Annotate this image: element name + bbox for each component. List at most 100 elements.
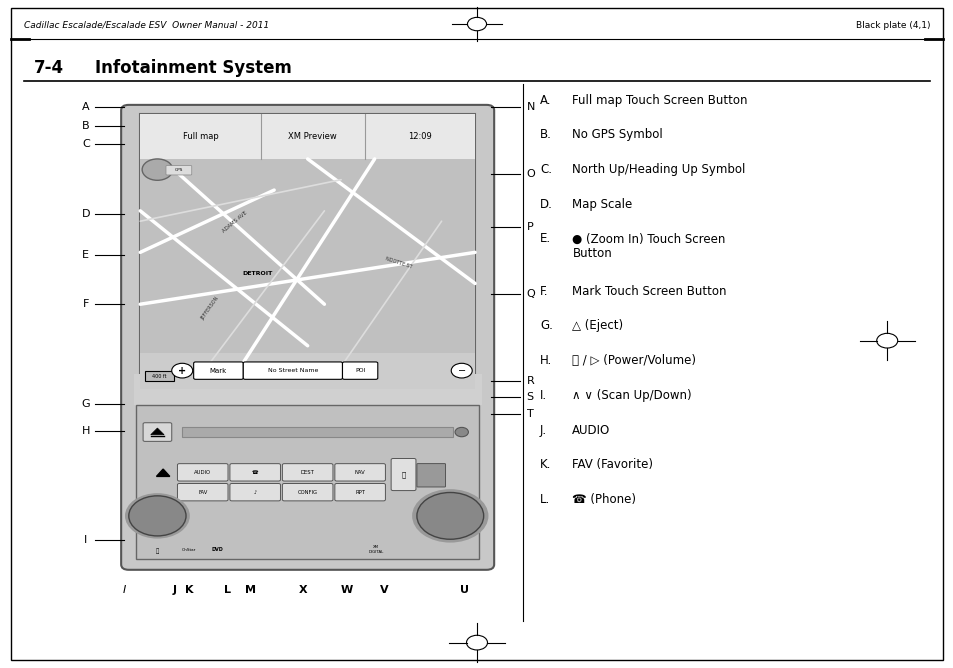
Polygon shape <box>151 428 164 435</box>
Bar <box>140 353 475 389</box>
Text: M: M <box>245 585 256 595</box>
Text: G.: G. <box>539 319 552 332</box>
Text: ● (Zoom In) Touch Screen
Button: ● (Zoom In) Touch Screen Button <box>572 232 725 261</box>
FancyBboxPatch shape <box>416 464 445 487</box>
Polygon shape <box>156 469 170 476</box>
FancyBboxPatch shape <box>342 362 377 379</box>
Text: R: R <box>526 376 534 385</box>
FancyBboxPatch shape <box>177 464 228 481</box>
FancyBboxPatch shape <box>177 484 228 501</box>
Text: E.: E. <box>539 232 551 245</box>
Text: North Up/Heading Up Symbol: North Up/Heading Up Symbol <box>572 163 745 176</box>
Text: Map Scale: Map Scale <box>572 198 632 210</box>
Text: △ (Eject): △ (Eject) <box>572 319 623 332</box>
Text: Mark Touch Screen Button: Mark Touch Screen Button <box>572 285 726 297</box>
FancyBboxPatch shape <box>391 458 416 490</box>
Text: J.: J. <box>539 424 546 436</box>
Text: L.: L. <box>539 493 550 506</box>
Circle shape <box>416 492 483 539</box>
Text: Cadillac Escalade/Escalade ESV  Owner Manual - 2011: Cadillac Escalade/Escalade ESV Owner Man… <box>24 21 269 30</box>
FancyBboxPatch shape <box>143 423 172 442</box>
Text: F.: F. <box>539 285 548 297</box>
Text: DVD: DVD <box>212 547 223 552</box>
Text: B: B <box>82 121 90 130</box>
Bar <box>133 373 481 405</box>
Text: FAV: FAV <box>198 490 207 495</box>
Text: T: T <box>526 409 533 419</box>
Text: ♪: ♪ <box>253 490 256 495</box>
Text: F: F <box>83 299 89 309</box>
Text: ADAMS AVE: ADAMS AVE <box>221 210 248 234</box>
Circle shape <box>412 489 488 542</box>
Text: POI: POI <box>355 368 365 373</box>
Text: X: X <box>298 585 308 595</box>
Text: CONFIG: CONFIG <box>297 490 317 495</box>
Polygon shape <box>156 499 170 506</box>
Text: D: D <box>82 209 90 218</box>
Text: J: J <box>172 585 176 595</box>
FancyBboxPatch shape <box>282 484 333 501</box>
Text: ⏻ / ▷ (Power/Volume): ⏻ / ▷ (Power/Volume) <box>572 354 696 367</box>
Text: N: N <box>526 102 535 112</box>
Circle shape <box>129 496 186 536</box>
Text: NDOTTE ST: NDOTTE ST <box>384 256 413 269</box>
FancyBboxPatch shape <box>166 166 192 175</box>
Text: Infotainment System: Infotainment System <box>95 59 292 77</box>
FancyBboxPatch shape <box>335 464 385 481</box>
Bar <box>140 159 475 367</box>
Text: GPS: GPS <box>174 168 183 172</box>
FancyBboxPatch shape <box>121 105 494 570</box>
Text: JEFFERSON: JEFFERSON <box>200 296 220 321</box>
Text: ☎: ☎ <box>252 470 258 475</box>
Circle shape <box>142 159 172 180</box>
Bar <box>140 114 475 159</box>
Text: AUDIO: AUDIO <box>572 424 610 436</box>
Text: −: − <box>457 365 465 375</box>
Text: Mark: Mark <box>210 367 227 373</box>
Bar <box>182 428 453 437</box>
Text: 7-4: 7-4 <box>34 59 65 77</box>
Text: E: E <box>82 250 90 260</box>
Text: P: P <box>526 222 533 232</box>
Text: XM
DIGITAL: XM DIGITAL <box>368 546 383 554</box>
Text: DETROIT: DETROIT <box>242 271 273 276</box>
Text: AUDIO: AUDIO <box>194 470 211 475</box>
Text: ∧ ∨ (Scan Up/Down): ∧ ∨ (Scan Up/Down) <box>572 389 691 401</box>
Text: A.: A. <box>539 94 551 106</box>
Text: V: V <box>379 585 389 595</box>
Text: G: G <box>81 399 91 409</box>
Text: I.: I. <box>539 389 546 401</box>
Text: ⏭: ⏭ <box>401 471 405 478</box>
Text: 12:09: 12:09 <box>408 132 432 141</box>
Text: XM Preview: XM Preview <box>288 132 336 141</box>
Text: Full map Touch Screen Button: Full map Touch Screen Button <box>572 94 747 106</box>
Text: C.: C. <box>539 163 552 176</box>
Text: +: + <box>178 365 186 375</box>
Text: 400 ft: 400 ft <box>152 373 167 379</box>
Text: ☎ (Phone): ☎ (Phone) <box>572 493 636 506</box>
Text: DEST: DEST <box>300 470 314 475</box>
FancyBboxPatch shape <box>335 484 385 501</box>
Text: NAV: NAV <box>355 470 365 475</box>
Text: FAV (Favorite): FAV (Favorite) <box>572 458 653 471</box>
Circle shape <box>455 428 468 437</box>
Circle shape <box>125 493 190 538</box>
Text: S: S <box>526 393 533 402</box>
FancyBboxPatch shape <box>230 464 280 481</box>
Text: RPT: RPT <box>355 490 365 495</box>
Text: OnStar: OnStar <box>181 548 196 552</box>
Text: I: I <box>122 585 126 595</box>
Bar <box>136 405 478 559</box>
Circle shape <box>172 363 193 378</box>
Bar <box>140 114 475 389</box>
Text: L: L <box>223 585 231 595</box>
Bar <box>145 371 173 381</box>
FancyBboxPatch shape <box>243 362 342 379</box>
Text: No GPS Symbol: No GPS Symbol <box>572 128 662 141</box>
Text: H: H <box>82 426 90 436</box>
Text: Q: Q <box>526 289 535 299</box>
Text: K.: K. <box>539 458 551 471</box>
FancyBboxPatch shape <box>230 484 280 501</box>
Text: Black plate (4,1): Black plate (4,1) <box>855 21 929 30</box>
Text: O: O <box>526 169 535 178</box>
